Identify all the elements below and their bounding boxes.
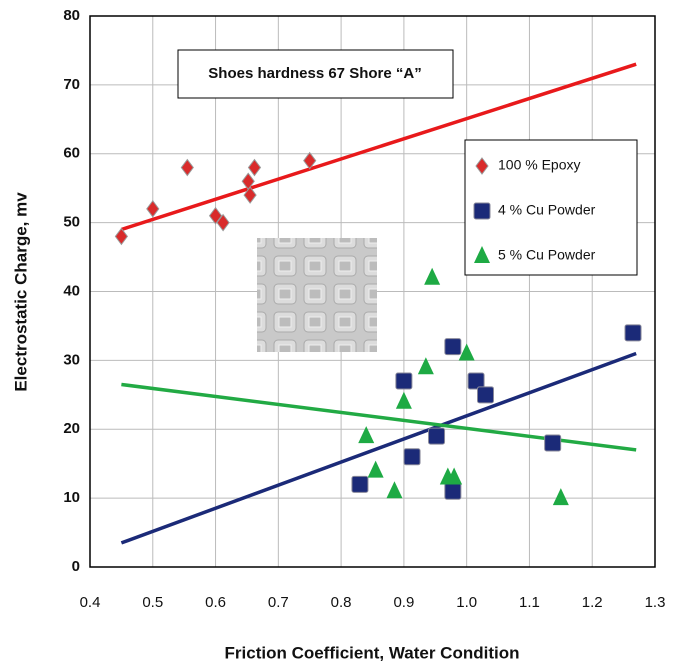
x-axis-label: Friction Coefficient, Water Condition xyxy=(225,643,520,662)
y-axis-label: Electrostatic Charge, mv xyxy=(11,192,30,392)
y-tick-label: 60 xyxy=(63,145,80,162)
marker xyxy=(467,372,485,390)
x-tick-label: 0.5 xyxy=(142,594,163,611)
marker xyxy=(477,386,494,404)
x-tick-label: 0.9 xyxy=(393,594,414,611)
x-tick-label: 1.0 xyxy=(456,594,477,611)
marker xyxy=(424,267,441,285)
x-tick-label: 0.7 xyxy=(268,594,289,611)
y-tick-label: 40 xyxy=(63,282,80,299)
y-tick-label: 0 xyxy=(72,558,80,575)
marker xyxy=(458,343,475,361)
marker xyxy=(358,426,375,444)
x-tick-label: 1.2 xyxy=(582,594,603,611)
legend-box xyxy=(464,139,638,276)
legend-marker xyxy=(475,157,489,175)
y-tick-label: 30 xyxy=(63,351,80,368)
x-tick-label: 1.1 xyxy=(519,594,540,611)
marker xyxy=(395,372,413,390)
inset-image xyxy=(257,238,377,352)
y-tick-label: 20 xyxy=(63,420,80,437)
plot-frame xyxy=(89,15,656,568)
marker xyxy=(395,391,412,409)
legend-marker xyxy=(473,202,491,220)
trendline xyxy=(120,62,637,232)
marker xyxy=(386,481,403,499)
legend-label: 5 % Cu Powder xyxy=(498,247,596,263)
marker xyxy=(544,434,562,452)
marker xyxy=(216,213,230,232)
marker xyxy=(417,357,434,375)
marker xyxy=(444,482,462,500)
marker xyxy=(444,338,462,356)
marker xyxy=(367,460,384,478)
marker xyxy=(243,186,257,204)
marker xyxy=(208,206,223,225)
marker xyxy=(624,324,642,342)
y-tick-label: 10 xyxy=(63,489,80,506)
marker xyxy=(180,158,194,177)
y-tick-label: 80 xyxy=(63,7,80,24)
marker xyxy=(428,427,446,445)
legend-marker xyxy=(474,246,490,263)
y-tick-label: 70 xyxy=(63,76,80,93)
x-tick-label: 1.3 xyxy=(645,594,666,611)
marker xyxy=(446,467,463,485)
x-tick-label: 0.6 xyxy=(205,594,226,611)
annotation-box xyxy=(177,49,454,99)
marker xyxy=(552,488,569,506)
annotation: Shoes hardness 67 Shore “A” xyxy=(208,65,421,82)
trendline xyxy=(120,351,637,545)
legend-label: 100 % Epoxy xyxy=(498,157,581,173)
legend-label: 4 % Cu Powder xyxy=(498,202,596,218)
marker xyxy=(146,200,160,218)
marker xyxy=(247,158,262,177)
y-tick-label: 50 xyxy=(63,214,80,231)
marker xyxy=(403,448,421,466)
marker xyxy=(351,475,369,493)
x-tick-label: 0.4 xyxy=(80,594,101,611)
marker xyxy=(114,227,129,246)
marker xyxy=(303,151,317,170)
x-tick-label: 0.8 xyxy=(331,594,352,611)
